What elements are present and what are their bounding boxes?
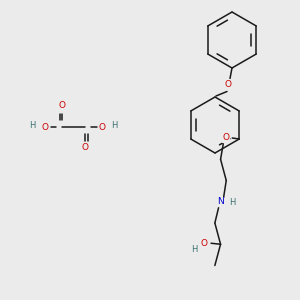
Text: H: H [191, 245, 197, 254]
Text: O: O [223, 134, 230, 142]
Text: O: O [58, 101, 65, 110]
Text: O: O [82, 143, 88, 152]
Text: O: O [224, 80, 232, 89]
Text: O: O [201, 239, 208, 248]
Text: H: H [111, 122, 118, 130]
Text: O: O [41, 122, 48, 131]
Text: H: H [229, 198, 235, 207]
Text: N: N [217, 197, 224, 206]
Text: H: H [29, 122, 36, 130]
Text: O: O [99, 122, 106, 131]
